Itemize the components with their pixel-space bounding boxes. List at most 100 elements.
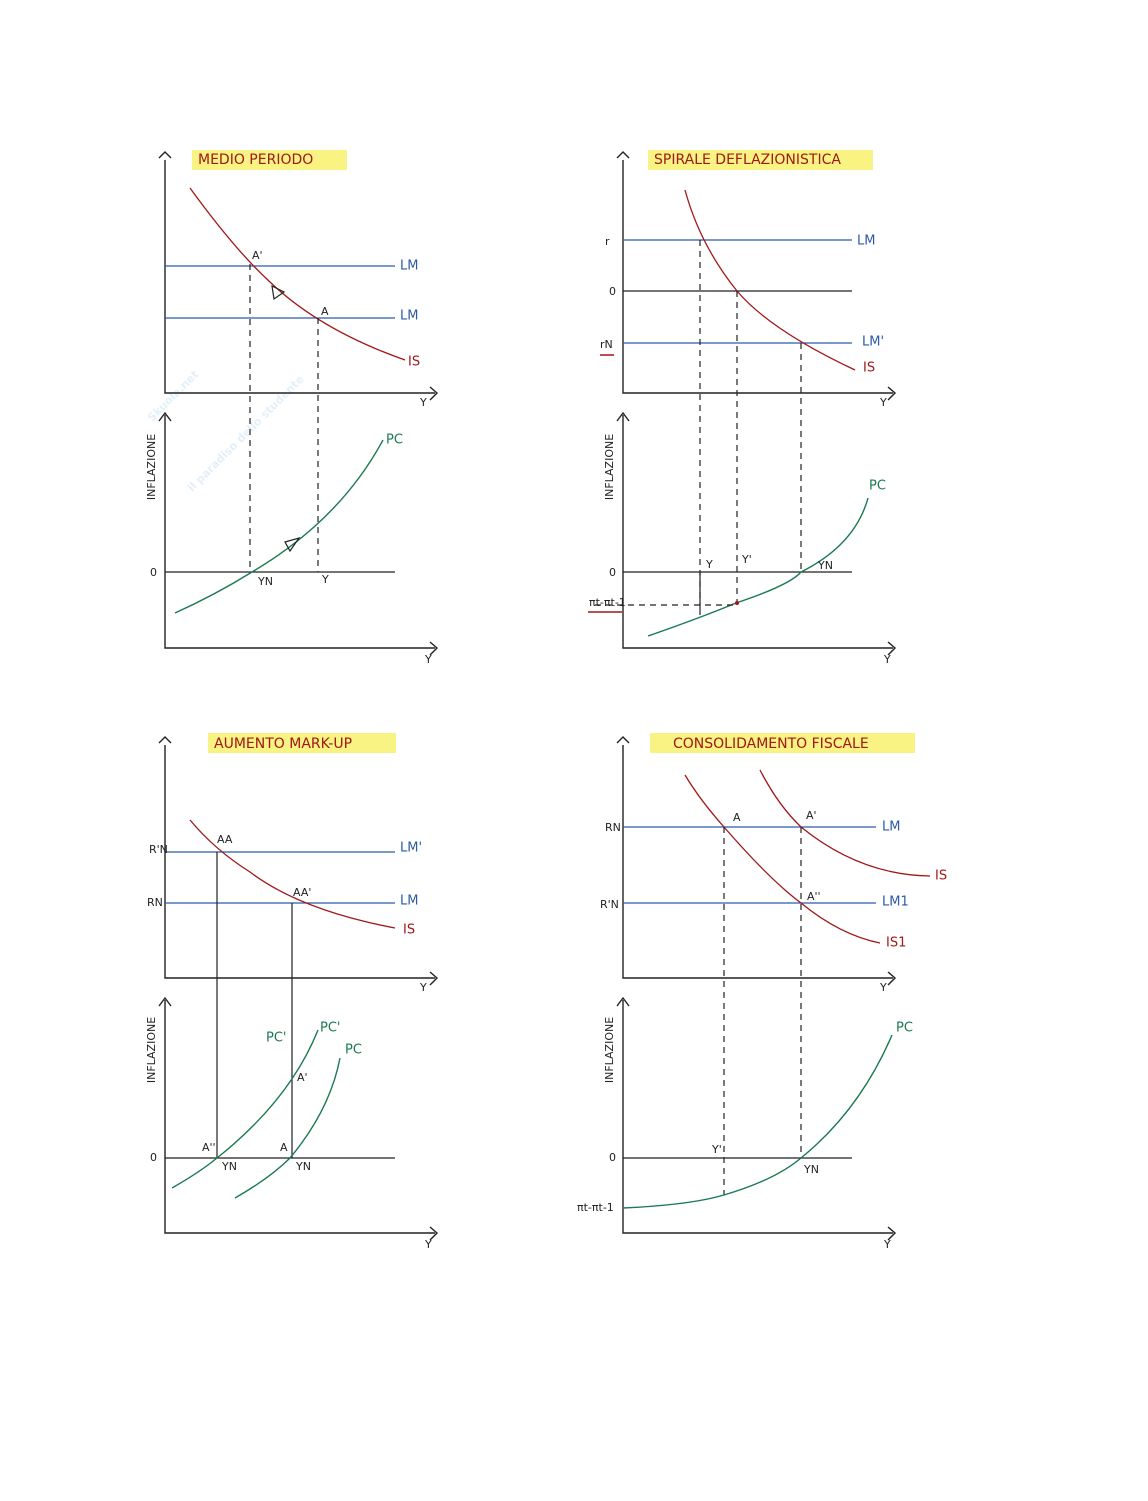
curve-label: IS1 xyxy=(886,936,906,951)
point-label: A xyxy=(733,811,741,824)
panel-markup: AUMENTO MARK-UP R'N RN AA AA' LM' LM IS … xyxy=(145,733,439,1251)
axis-label: Y xyxy=(424,1238,432,1251)
projection-lines xyxy=(216,852,293,1158)
point-label: A' xyxy=(252,249,263,262)
is-curve xyxy=(759,769,931,877)
point-label: YN xyxy=(817,559,833,572)
axis-label: INFLAZIONE xyxy=(603,1017,616,1083)
zero-label: 0 xyxy=(150,1151,157,1164)
axis-label: Y xyxy=(883,1238,891,1251)
axis-label: Y xyxy=(419,396,427,409)
axis-value: 0 xyxy=(609,285,616,298)
axis-label: Y xyxy=(879,981,887,994)
pc-curve xyxy=(647,497,869,637)
axis-label: Y xyxy=(879,396,887,409)
axes xyxy=(616,411,897,656)
point-label: Y xyxy=(321,573,329,586)
panel-spirale: SPIRALE DEFLAZIONISTICA r 0 rN LM LM' IS… xyxy=(588,150,897,666)
axis-value: R'N xyxy=(149,843,168,856)
point-label: A'' xyxy=(807,890,821,903)
axes xyxy=(158,151,439,401)
zero-line xyxy=(623,571,852,615)
point-label: Y' xyxy=(741,553,752,566)
zero-label: 0 xyxy=(150,566,157,579)
point-label: A' xyxy=(806,809,817,822)
highlight xyxy=(208,733,396,753)
curve-label: IS xyxy=(408,355,420,370)
watermark-brand: Skuola.net xyxy=(145,368,201,424)
is-curve xyxy=(189,187,406,361)
point-label: A'' xyxy=(202,1141,216,1154)
axes xyxy=(616,996,897,1241)
pc-curve xyxy=(622,1034,893,1209)
curve-label: LM xyxy=(400,309,418,324)
curve-label: PC xyxy=(345,1043,362,1058)
axis-label: Y xyxy=(424,653,432,666)
arrow-marker xyxy=(284,536,301,553)
point-label: YN xyxy=(803,1163,819,1176)
lm-lines xyxy=(623,826,876,904)
projection-lines xyxy=(699,240,802,605)
axes xyxy=(158,411,439,656)
curve-label: LM xyxy=(400,894,418,909)
axis-label: INFLAZIONE xyxy=(145,1017,158,1083)
axes xyxy=(616,736,897,986)
point-label: YN xyxy=(257,575,273,588)
axis-value: RN xyxy=(147,896,163,909)
lm-lines xyxy=(165,851,395,904)
point-label: YN xyxy=(295,1160,311,1173)
axis-value: RN xyxy=(605,821,621,834)
point-label: A xyxy=(280,1141,288,1154)
panel-title: SPIRALE DEFLAZIONISTICA xyxy=(654,152,841,168)
panel-title: MEDIO PERIODO xyxy=(198,152,313,168)
zero-label: 0 xyxy=(609,566,616,579)
point xyxy=(735,601,739,605)
axis-label: INFLAZIONE xyxy=(603,434,616,500)
axes xyxy=(158,996,439,1241)
panel-medio-periodo: MEDIO PERIODO A' A LM LM IS Y INFLAZIONE… xyxy=(145,150,439,666)
axis-value: rN xyxy=(600,338,613,351)
point-label: AA' xyxy=(293,886,311,899)
curve-label: PC' xyxy=(320,1021,341,1036)
is-curve xyxy=(189,819,396,929)
curve-label: IS xyxy=(863,361,875,376)
highlight xyxy=(192,150,347,170)
is-curve xyxy=(684,774,881,944)
panel-title: AUMENTO MARK-UP xyxy=(214,736,352,752)
pc-curve xyxy=(234,1057,341,1199)
point-label: A xyxy=(321,305,329,318)
arrow-marker xyxy=(271,284,286,301)
highlight xyxy=(648,150,873,170)
curve-label: IS xyxy=(935,869,947,884)
curve-label: LM xyxy=(882,820,900,835)
curve-label: PC xyxy=(869,479,886,494)
pc-curve xyxy=(171,1029,319,1189)
curve-label: LM1 xyxy=(882,895,909,910)
curve-label: PC xyxy=(386,433,403,448)
panel-consolidamento: CONSOLIDAMENTO FISCALE RN R'N A A' A'' L… xyxy=(577,733,947,1251)
axis-label: Y xyxy=(883,653,891,666)
axis-value: πt-πt-1 xyxy=(589,596,626,609)
highlight xyxy=(650,733,915,753)
curve-label: LM xyxy=(400,259,418,274)
panel-title: CONSOLIDAMENTO FISCALE xyxy=(673,736,869,752)
watermark-tagline: il paradiso dello studente xyxy=(185,373,307,495)
curve-label: LM' xyxy=(862,335,884,350)
curve-label: IS xyxy=(403,923,415,938)
lm-lines xyxy=(623,239,852,344)
point-label: YN xyxy=(221,1160,237,1173)
axes xyxy=(616,151,897,401)
axis-label: Y xyxy=(419,981,427,994)
point-label: A' xyxy=(297,1071,308,1084)
axes xyxy=(158,736,439,986)
axis-value: r xyxy=(605,235,610,248)
watermark: Skuola.net il paradiso dello studente xyxy=(145,368,307,494)
axis-label: INFLAZIONE xyxy=(145,434,158,500)
lm-lines xyxy=(165,265,395,319)
curve-label: LM' xyxy=(400,841,422,856)
point-label: Y xyxy=(705,558,713,571)
projection-lines xyxy=(249,264,319,572)
point-label: AA xyxy=(217,833,233,846)
curve-label: PC xyxy=(896,1021,913,1036)
